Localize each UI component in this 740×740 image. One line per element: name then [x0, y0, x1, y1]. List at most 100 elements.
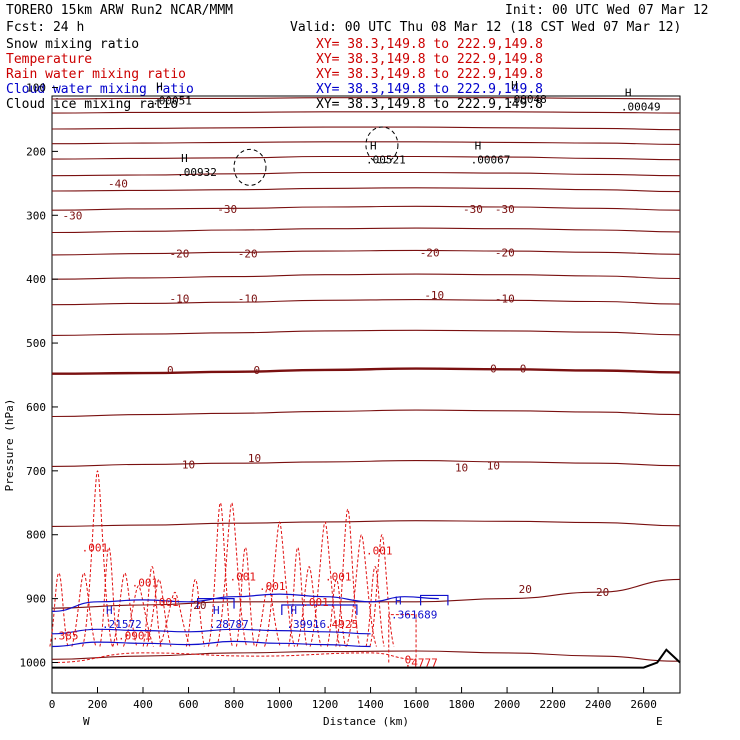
plot-frame — [51, 95, 681, 694]
isotherm-label-8: -20 — [495, 246, 515, 259]
isotherm-label-19: 10 — [455, 462, 468, 475]
x-tick-label-8: 1600 — [403, 698, 430, 711]
cloud-water-label-2: .39916 — [286, 618, 326, 631]
snow-max-marker-0: H — [156, 80, 163, 93]
legend: Snow mixing ratio XY= 38.3,149.8 to 222.… — [6, 37, 543, 112]
isotherm-label-13: 0 — [167, 364, 174, 377]
legend-cloud-ice-xy: XY= 38.3,149.8 to 222.9,149.8 — [316, 97, 543, 112]
terrain-layer — [52, 648, 681, 669]
isotherm-label-20: 10 — [487, 460, 500, 473]
legend-cloud-water: Cloud water mixing ratio — [6, 82, 194, 97]
cloud-water-layer — [51, 593, 449, 648]
rain-contour-17 — [309, 521, 341, 647]
legend-cloud-ice: Cloud ice mixing ratio — [6, 97, 178, 112]
isotherm-label-3: -30 — [463, 203, 483, 216]
x-tick-label-6: 1200 — [312, 698, 339, 711]
x-axis-label: Distance (km) — [323, 715, 409, 728]
y-tick-label-5: 600 — [26, 401, 46, 414]
rain-label-12: 0 — [405, 653, 412, 666]
y-tick-label-2: 300 — [26, 209, 46, 222]
isotherm-3 — [51, 141, 681, 145]
rain-layer — [49, 470, 417, 663]
isotherm-label-2: -30 — [217, 203, 237, 216]
rain-contour-16 — [296, 566, 322, 647]
terrain-line — [52, 648, 681, 669]
cloud-water-contour-2 — [51, 640, 371, 648]
isotherm-label-6: -20 — [238, 248, 258, 261]
isotherm-10 — [51, 273, 681, 280]
isotherm-1 — [51, 111, 681, 114]
x-tick-label-1: 200 — [88, 698, 108, 711]
x-tick-label-9: 1800 — [448, 698, 475, 711]
x-axis-east: E — [656, 715, 663, 728]
rain-contour-8 — [159, 591, 191, 647]
isotherm-0 — [51, 97, 681, 100]
rain-contour-10 — [207, 502, 233, 647]
x-tick-label-13: 2600 — [630, 698, 657, 711]
rain-contour-box — [388, 614, 417, 663]
rain-contour-3 — [99, 546, 119, 647]
legend-cloud-water-xy: XY= 38.3,149.8 to 222.9,149.8 — [316, 82, 543, 97]
cloud-water-contour-0 — [51, 593, 439, 612]
cloud-ice-contour-0 — [233, 148, 267, 186]
isotherm-16 — [51, 520, 681, 527]
isotherm-label-14: 0 — [253, 364, 260, 377]
isotherms-layer — [51, 97, 681, 662]
snow-label-5: .00067 — [471, 154, 511, 167]
isotherm-7 — [51, 205, 681, 211]
isotherm-11 — [51, 299, 681, 306]
rain-contour-20 — [345, 534, 377, 647]
cloud-water-max-marker-0: H — [106, 604, 113, 617]
rain-contour-6 — [142, 566, 162, 647]
x-tick-label-10: 2000 — [494, 698, 521, 711]
rain-contour-15 — [288, 546, 308, 647]
rain-contour-19 — [335, 508, 361, 647]
cloud-water-label-1: .28787 — [209, 618, 249, 631]
snow-label-0: .00051 — [152, 94, 192, 107]
rain-contour-2 — [82, 470, 113, 647]
rain-label-6: .001 — [325, 570, 352, 583]
legend-snow-xy: XY= 38.3,149.8 to 222.9,149.8 — [316, 37, 543, 52]
snow-label-1: .00048 — [507, 93, 547, 106]
y-tick-label-6: 700 — [26, 465, 46, 478]
isotherm-label-22: 20 — [519, 583, 532, 596]
contour-labels-layer: -40 -30 -30 -30 -30 -20 -20 -20 -20 -10 -10 -10 -10 0… — [52, 79, 661, 670]
x-tick-label-11: 2200 — [539, 698, 566, 711]
rain-label-7: .001 — [366, 545, 393, 558]
axes-layer: 0 200 400 600 800 1000 1200 1400 1600 1800 2000 220… — [20, 82, 657, 712]
snow-max-marker-3: H — [181, 152, 188, 165]
x-tick-label-3: 600 — [179, 698, 199, 711]
init-time: Init: 00 UTC Wed 07 Mar 12 — [505, 3, 709, 18]
cloud-water-max-marker-1: H — [213, 604, 220, 617]
cloud-water-max-marker-3: H — [395, 595, 402, 608]
isotherm-label-11: -10 — [424, 289, 444, 302]
rain-contour-base — [51, 652, 417, 663]
isotherm-2 — [51, 126, 681, 131]
legend-rain-xy: XY= 38.3,149.8 to 222.9,149.8 — [316, 67, 543, 82]
rain-label-3: .001 — [229, 570, 256, 583]
rain-contour-12 — [235, 546, 255, 647]
y-tick-label-3: 400 — [26, 273, 46, 286]
x-tick-label-5: 1000 — [266, 698, 293, 711]
rain-contour-22 — [369, 534, 395, 647]
rain-label-11: .385 — [52, 630, 79, 643]
isotherm-8 — [51, 227, 681, 234]
isotherm-15 — [51, 460, 681, 467]
cloud-ice-contour-1 — [365, 126, 399, 164]
isotherm-13 — [51, 367, 681, 375]
isotherm-label-21: 20 — [193, 599, 206, 612]
isotherm-label-17: 10 — [182, 458, 195, 471]
snow-max-marker-2: H — [625, 87, 632, 100]
isotherm-label-1: -30 — [63, 209, 83, 222]
valid-time: Valid: 00 UTC Thu 08 Mar 12 (18 CST Wed … — [290, 20, 681, 35]
legend-rain: Rain water mixing ratio — [6, 67, 186, 82]
rain-label-5: .001 — [302, 596, 329, 609]
x-tick-label-0: 0 — [49, 698, 56, 711]
rain-contour-13 — [255, 585, 281, 647]
y-tick-label-8: 900 — [26, 593, 46, 606]
isotherm-label-18: 10 — [248, 452, 261, 465]
isotherm-6 — [51, 187, 681, 193]
rain-label-8: .0901 — [118, 630, 151, 643]
y-tick-label-4: 500 — [26, 337, 46, 350]
